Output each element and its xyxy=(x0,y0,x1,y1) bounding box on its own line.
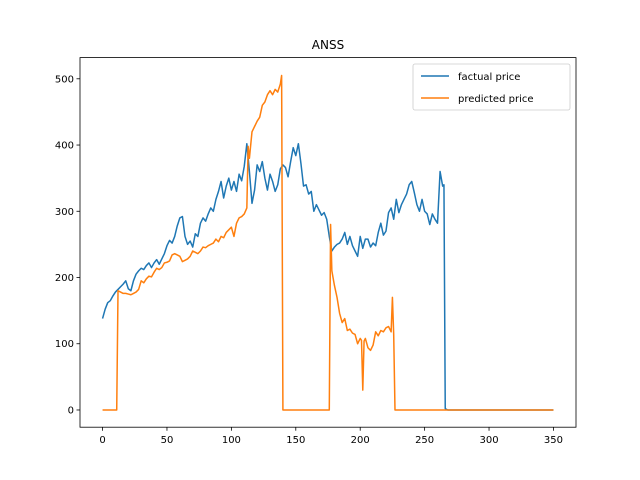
x-tick-label: 0 xyxy=(99,435,105,446)
x-axis: 0 50 100 150 200 250 300 350 xyxy=(99,427,563,446)
series-line-predicted-price xyxy=(102,74,554,411)
x-tick-label: 100 xyxy=(222,435,241,446)
chart-title: ANSS xyxy=(312,38,344,52)
legend: factual price predicted price xyxy=(412,63,571,111)
x-tick-label: 250 xyxy=(415,435,434,446)
y-axis: 0 100 200 300 400 500 xyxy=(55,74,80,416)
y-tick-label: 400 xyxy=(55,141,74,152)
x-tick-label: 300 xyxy=(479,435,498,446)
y-tick-label: 100 xyxy=(55,339,74,350)
x-tick-label: 150 xyxy=(286,435,305,446)
series-layer xyxy=(101,74,554,411)
x-tick-label: 350 xyxy=(544,435,563,446)
legend-label-predicted-price: predicted price xyxy=(458,94,534,105)
axes-frame xyxy=(79,57,577,428)
x-tick-label: 200 xyxy=(351,435,370,446)
legend-label-factual-price: factual price xyxy=(458,72,520,83)
y-tick-label: 500 xyxy=(55,74,74,85)
legend-box xyxy=(412,63,571,111)
series-line-factual-price xyxy=(101,142,554,411)
y-tick-label: 300 xyxy=(55,207,74,218)
y-tick-label: 200 xyxy=(55,273,74,284)
x-tick-label: 50 xyxy=(161,435,174,446)
y-tick-label: 0 xyxy=(68,405,74,416)
